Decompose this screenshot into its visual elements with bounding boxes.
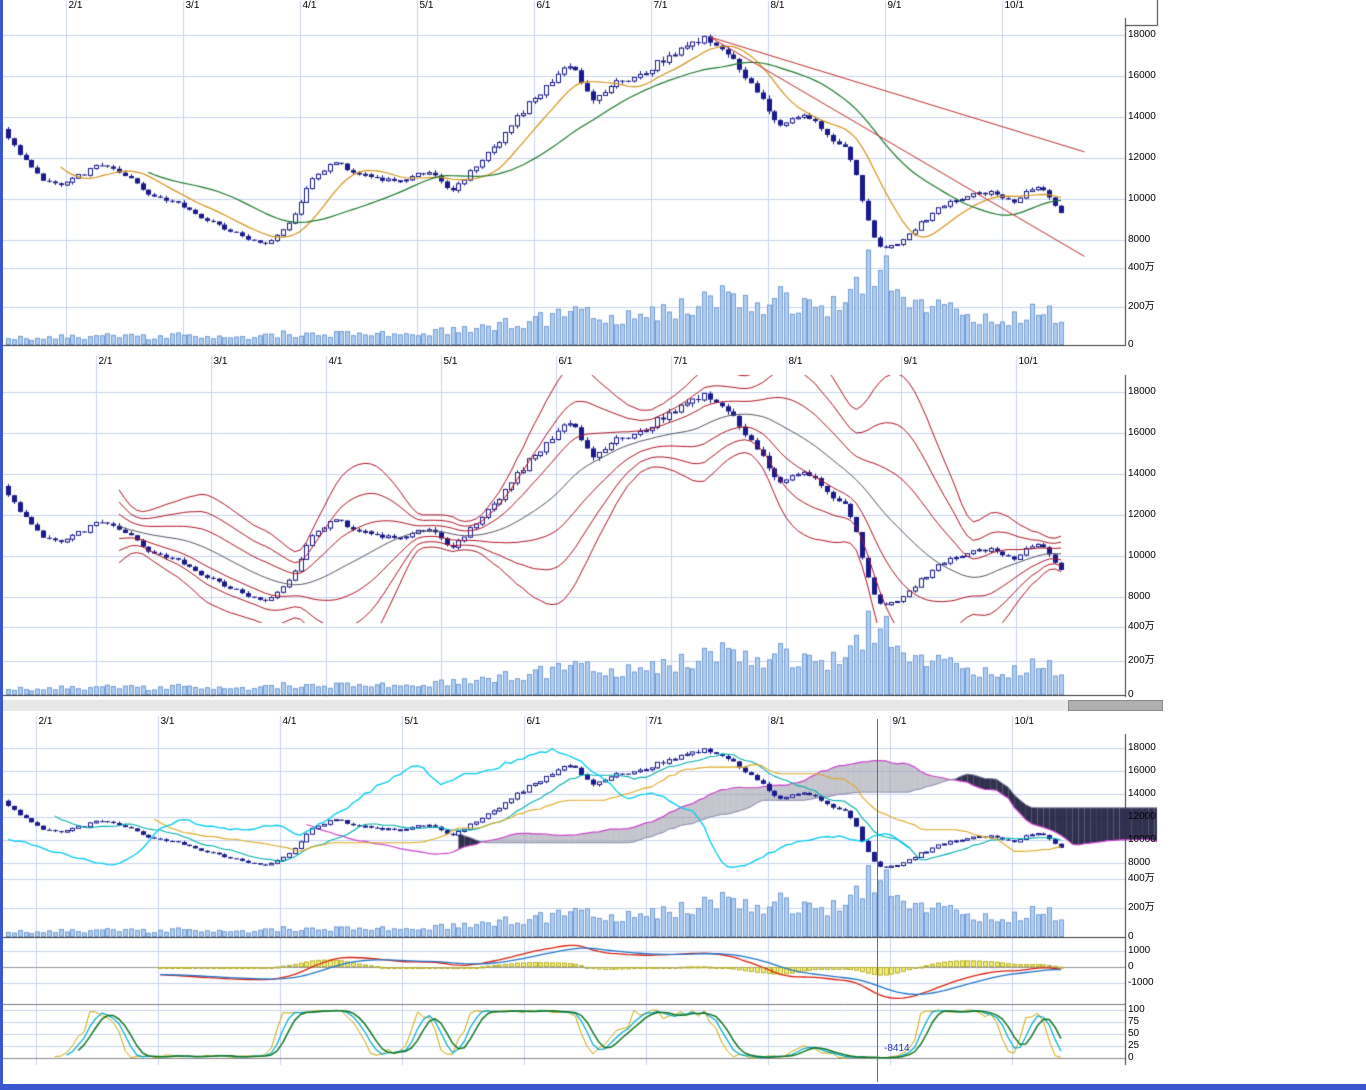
month-label: 9/1 [887,0,902,11]
price-tick-label: 18000 [1128,386,1156,397]
price-tick-label: 12000 [1128,509,1156,520]
price-tick-label: 18000 [1128,29,1156,40]
volume-tick-label: 200万 [1128,655,1155,666]
price-tick-label: 14000 [1128,788,1156,799]
oscillator-tick-label: 0 [1128,1052,1134,1063]
month-label: 2/1 [98,356,113,367]
month-label: 6/1 [526,716,541,727]
candlestick-ma-chart-canvas[interactable] [0,0,1164,352]
price-tick-label: 10000 [1128,193,1156,204]
macd-tick-label: 1000 [1128,945,1151,956]
price-tick-label: 16000 [1128,765,1156,776]
price-tick-label: 18000 [1128,742,1156,753]
volume-tick-label: 200万 [1128,902,1155,913]
month-label: 4/1 [282,716,297,727]
price-tick-label: 16000 [1128,70,1156,81]
month-label: 2/1 [68,0,83,11]
month-label: 8/1 [770,0,785,11]
candlestick-ichimoku-chart-canvas[interactable] [0,715,1164,1085]
price-tick-label: 8000 [1128,857,1151,868]
panel-price-ichimoku-macd-stochastic: 2/1 3/1 4/1 5/1 6/1 7/1 8/1 9/1 10/1 18000 16000 14… [0,715,1164,1085]
panel-price-bollinger-bands: 2/1 3/1 4/1 5/1 6/1 7/1 8/1 9/1 10/1 18000 16000 14… [0,355,1164,711]
panel-price-moving-averages: 2/1 3/1 4/1 5/1 6/1 7/1 8/1 9/1 10/1 18000 16000 14… [0,0,1164,352]
month-label: 8/1 [770,716,785,727]
month-label: 9/1 [903,356,918,367]
price-tick-label: 12000 [1128,811,1156,822]
volume-tick-label: 400万 [1128,873,1155,884]
month-label: 7/1 [648,716,663,727]
month-label: 7/1 [673,356,688,367]
month-label: 8/1 [788,356,803,367]
price-tick-label: 8000 [1128,234,1151,245]
month-label: 10/1 [1014,716,1034,727]
macd-tick-label: -1000 [1128,977,1154,988]
price-tick-label: 10000 [1128,550,1156,561]
candlestick-bollinger-chart-canvas[interactable] [0,355,1164,711]
volume-tick-label: 200万 [1128,301,1155,312]
month-label: 6/1 [558,356,573,367]
month-label: 10/1 [1018,356,1038,367]
crosshair-line [877,719,878,1082]
price-tick-label: 8000 [1128,591,1151,602]
horizontal-scrollbar-track[interactable] [3,700,1163,711]
window-left-border [0,0,3,1090]
volume-tick-label: 0 [1128,339,1134,350]
volume-tick-label: 0 [1128,931,1134,942]
price-tick-label: 10000 [1128,834,1156,845]
volume-tick-label: 400万 [1128,621,1155,632]
price-tick-label: 14000 [1128,111,1156,122]
month-label: 2/1 [38,716,53,727]
month-label: 5/1 [443,356,458,367]
month-label: 5/1 [419,0,434,11]
month-label: 7/1 [653,0,668,11]
oscillator-tick-label: 50 [1128,1028,1140,1039]
price-tick-label: 14000 [1128,468,1156,479]
month-label: 10/1 [1004,0,1024,11]
month-label: 9/1 [892,716,907,727]
oscillator-tick-label: 75 [1128,1016,1140,1027]
month-label: 3/1 [185,0,200,11]
cursor-value-label: -8414 [884,1043,910,1054]
volume-tick-label: 400万 [1128,262,1155,273]
horizontal-scrollbar-thumb[interactable] [1068,700,1163,711]
month-label: 3/1 [160,716,175,727]
month-label: 5/1 [404,716,419,727]
volume-tick-label: 0 [1128,689,1134,700]
oscillator-tick-label: 25 [1128,1040,1140,1051]
price-tick-label: 12000 [1128,152,1156,163]
price-tick-label: 16000 [1128,427,1156,438]
month-label: 3/1 [213,356,228,367]
oscillator-tick-label: 100 [1128,1004,1145,1015]
month-label: 4/1 [302,0,317,11]
macd-tick-label: 0 [1128,961,1134,972]
month-label: 4/1 [328,356,343,367]
month-label: 6/1 [536,0,551,11]
window-bottom-border [0,1084,1366,1090]
